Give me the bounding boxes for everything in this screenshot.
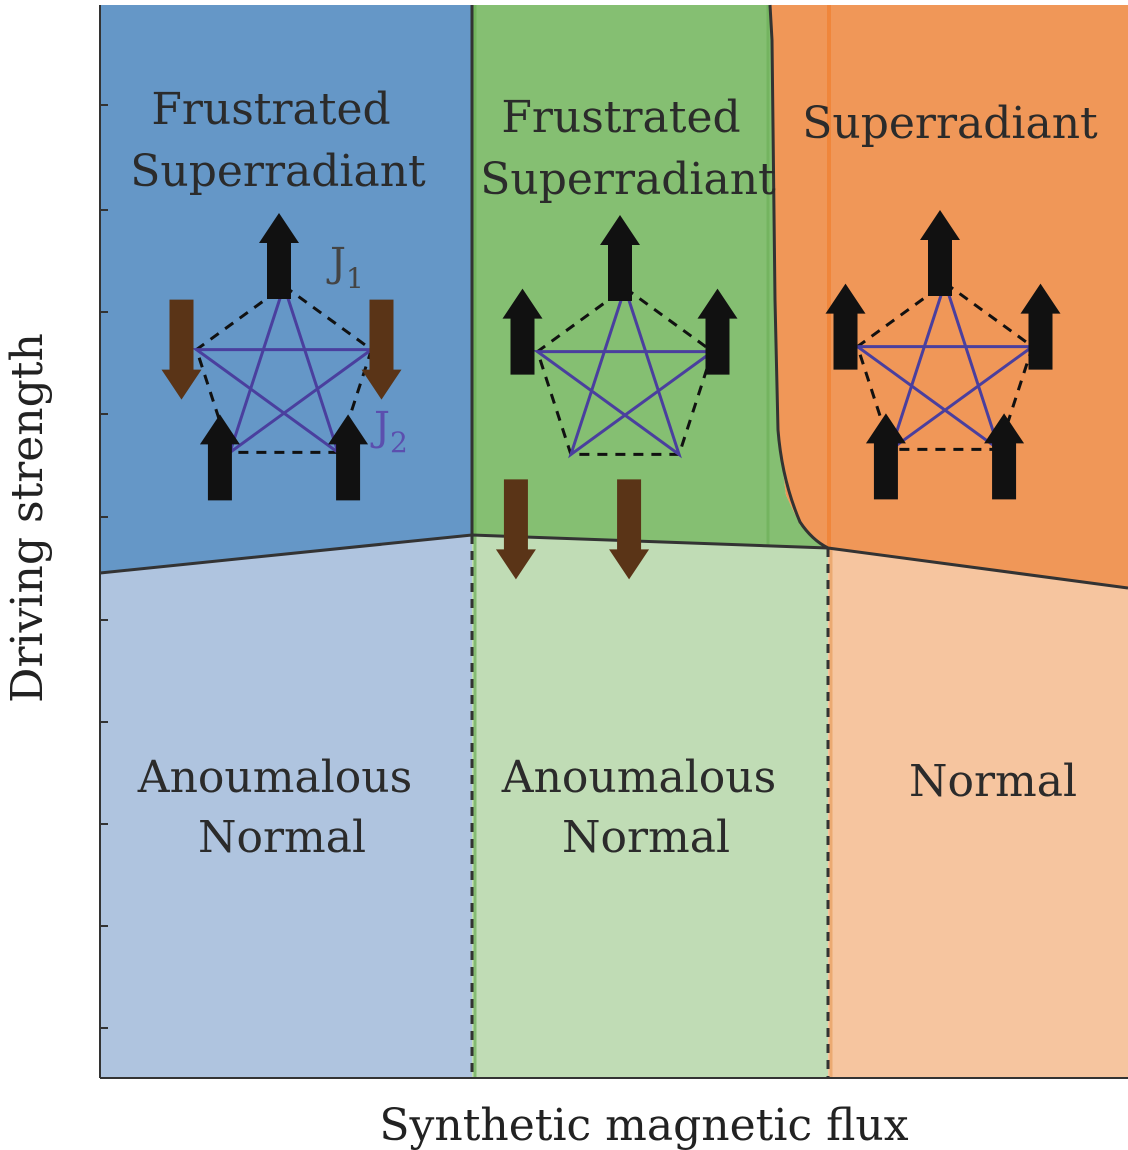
spin-down-arrow <box>495 479 536 580</box>
region-left-lower <box>100 535 472 1078</box>
x-axis-label: Synthetic magnetic flux <box>379 1100 908 1150</box>
spin-up-arrow <box>697 288 738 375</box>
spin-up-arrow <box>502 288 543 375</box>
y-axis-label: Driving strength <box>2 333 53 703</box>
spin-up-arrow <box>259 213 299 299</box>
j2-star <box>852 278 1038 454</box>
spin-up-arrow <box>920 210 960 296</box>
spin-up-arrow <box>865 413 906 500</box>
region-middle-upper <box>472 5 828 548</box>
boundary-line <box>99 533 1128 590</box>
j2-star <box>191 281 377 457</box>
spin-down-arrow <box>361 299 402 400</box>
j1-pentagon <box>855 281 1035 451</box>
spin-cluster-middle <box>495 215 738 580</box>
spin-down-arrow <box>161 299 202 400</box>
label-middle-lower: Anoumalous Normal <box>501 752 790 863</box>
j2-star <box>532 283 718 459</box>
region-right-lower <box>828 548 1128 1078</box>
spin-up-arrow <box>825 283 866 370</box>
label-left-upper: Frustrated Superradiant <box>130 84 426 197</box>
spin-up-arrow <box>600 215 640 301</box>
spin-up-arrow <box>328 414 369 501</box>
spin-up-arrow <box>984 413 1025 500</box>
spin-cluster-right <box>825 210 1061 500</box>
label-right-lower: Normal <box>909 756 1077 807</box>
j1-label: J1 <box>326 240 364 295</box>
y-ticks <box>100 104 108 1029</box>
spin-cluster-left <box>161 213 402 501</box>
label-left-lower: Anoumalous Normal <box>137 752 426 863</box>
spin-down-arrow <box>609 479 650 580</box>
j2-label: J2 <box>370 404 408 459</box>
label-right-upper: Superradiant <box>802 98 1098 149</box>
spin-up-arrow <box>1020 283 1061 370</box>
j1-pentagon <box>194 284 374 454</box>
axes-frame <box>99 5 1128 1079</box>
j1-pentagon <box>535 286 715 456</box>
phase-boundaries <box>99 4 1128 1078</box>
spin-up-arrow <box>199 414 240 501</box>
boundary-curve <box>768 4 829 550</box>
phase-regions <box>100 5 1128 1078</box>
label-middle-upper: Frustrated Superradiant <box>480 92 776 205</box>
region-middle-lower <box>472 535 828 1078</box>
